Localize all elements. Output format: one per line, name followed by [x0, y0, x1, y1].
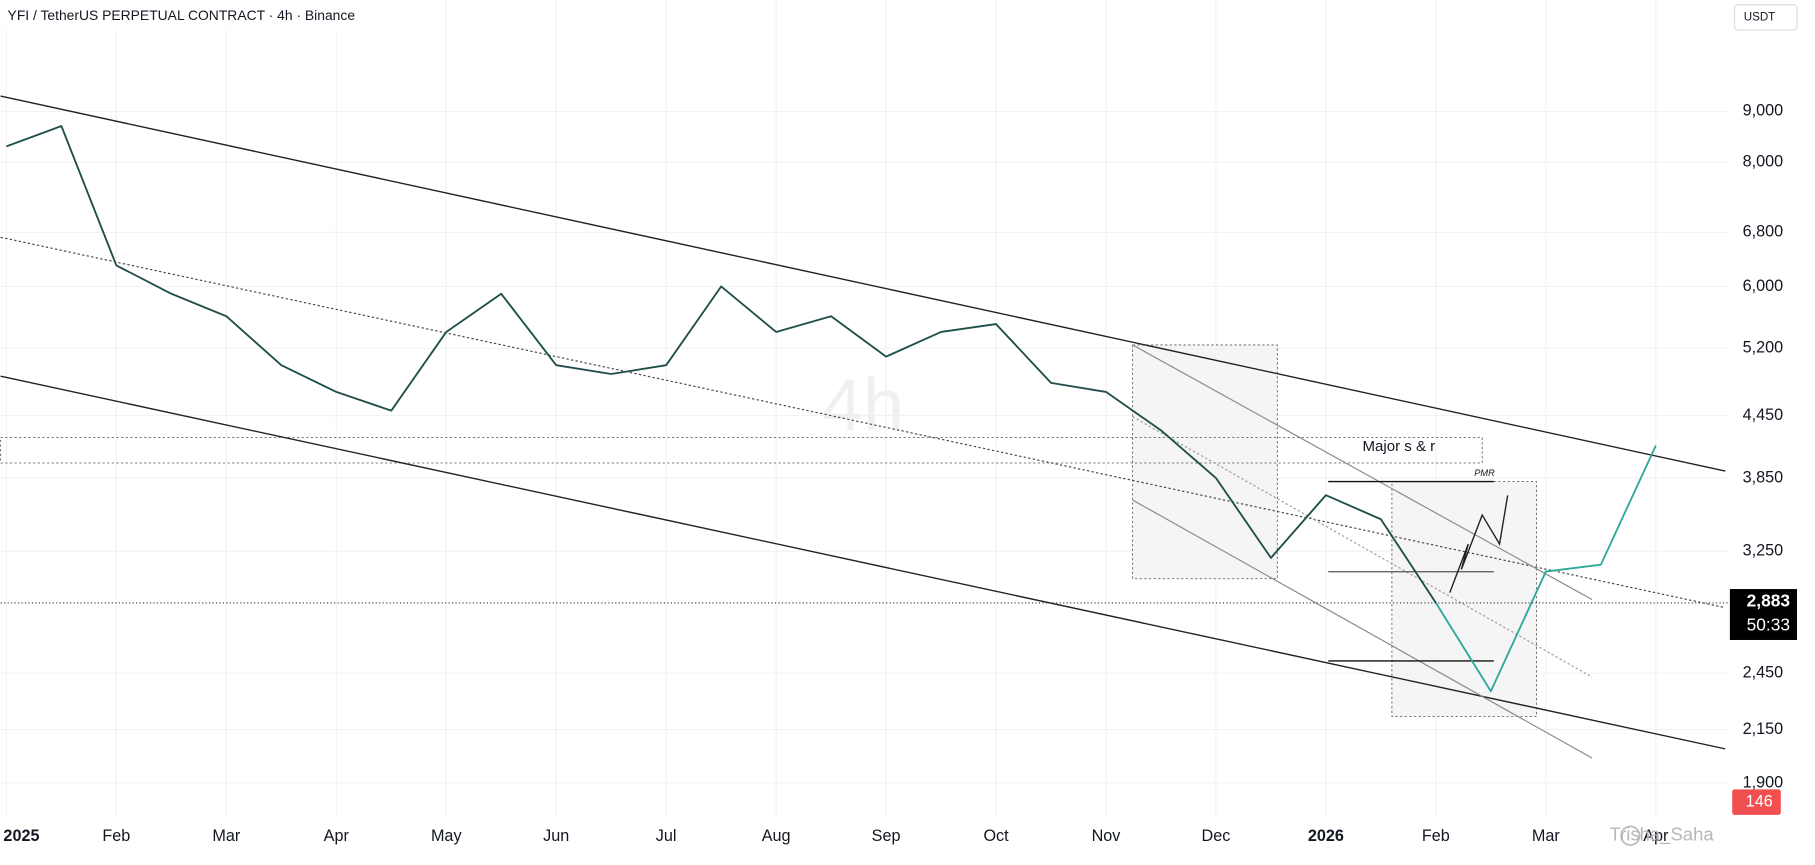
trend-line	[1132, 499, 1593, 759]
x-tick-label: Jun	[543, 827, 569, 845]
x-tick-label: Jul	[656, 827, 677, 845]
y-tick-label: 3,850	[1743, 468, 1784, 486]
x-tick-label: Mar	[1532, 827, 1560, 845]
x-tick-label: Sep	[872, 827, 901, 845]
trend-line	[1132, 416, 1593, 678]
currency[interactable]: USDT	[1744, 11, 1775, 23]
x-tick-label: Feb	[1422, 827, 1450, 845]
last-price-label: 2,883	[1747, 590, 1791, 610]
price-axis	[1729, 0, 1815, 860]
x-tick-label: Mar	[212, 827, 240, 845]
price-line	[1435, 445, 1657, 693]
x-tick-label: Apr	[324, 827, 350, 845]
x-tick-label: Dec	[1202, 827, 1231, 845]
author-icon	[1620, 825, 1641, 846]
y-tick-label: 5,200	[1743, 339, 1784, 357]
price-line	[6, 125, 1437, 604]
y-tick-label: 8,000	[1743, 153, 1784, 171]
y-tick-label: 1,900	[1743, 773, 1784, 791]
author: Trisha_Saha	[1609, 824, 1714, 846]
sr-zone	[0, 437, 1483, 464]
watermark: 4h	[822, 363, 904, 446]
last-price-badge	[1729, 589, 1798, 640]
range-box	[1132, 344, 1278, 580]
y-tick-label: 6,000	[1743, 277, 1784, 295]
x-tick-label: Nov	[1092, 827, 1122, 845]
channel-lower	[0, 375, 1726, 750]
x-tick-label: Feb	[102, 827, 130, 845]
title-bg	[0, 0, 348, 31]
x-tick-label: 2025	[3, 827, 39, 845]
volume-label: 146	[1746, 792, 1773, 810]
time-axis	[0, 817, 1730, 860]
axes: 1,900 2,150 2,450 3,250 3,850 4,450 5,200 6,000…	[3, 102, 1798, 845]
y-tick-label: 3,250	[1743, 541, 1784, 559]
annotation: PMR	[1474, 468, 1495, 478]
annotation: Major s & r	[1363, 438, 1436, 455]
y-tick-label: 2,150	[1743, 720, 1784, 738]
countdown: 50:33	[1747, 615, 1790, 635]
x-tick-label: May	[431, 827, 462, 845]
x-tick-label: Aug	[762, 827, 791, 845]
range-box	[1391, 481, 1537, 717]
x-tick-label: Oct	[983, 827, 1009, 845]
y-tick-label: 4,450	[1743, 406, 1784, 424]
channel-mid	[0, 236, 1726, 609]
y-tick-label: 2,450	[1743, 663, 1784, 681]
drawings	[0, 95, 1726, 759]
chart-title: YFI / TetherUS PERPETUAL CONTRACT · 4h ·…	[8, 7, 356, 23]
path-sketch	[1449, 495, 1509, 593]
plot	[0, 125, 1730, 693]
y-tick-label: 9,000	[1743, 102, 1784, 120]
trend-line	[1132, 344, 1593, 601]
currency-button[interactable]	[1733, 4, 1798, 31]
y-tick-label: 6,800	[1743, 223, 1784, 241]
volume-badge	[1732, 789, 1781, 815]
channel-upper	[0, 95, 1726, 472]
x-tick-label: 2026	[1308, 827, 1344, 845]
x-tick-label: Apr	[1643, 827, 1669, 845]
